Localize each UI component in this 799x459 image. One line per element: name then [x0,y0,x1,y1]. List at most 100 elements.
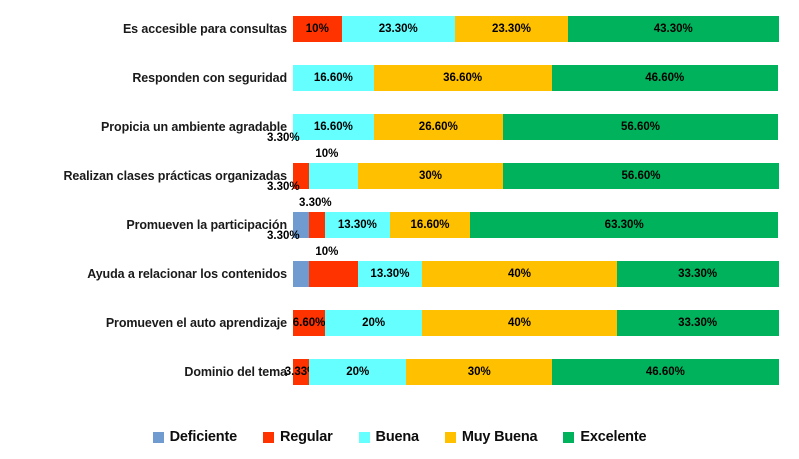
bar-row: Promueven la participación 13.30% 16.60% 63… [0,212,799,238]
bar-segment[interactable]: 10% [293,16,342,42]
legend-swatch-icon [563,431,575,443]
bar-segment[interactable]: 30% [357,163,504,189]
bar-segment[interactable]: 16.60% [389,212,471,238]
bar-segment[interactable]: 16.60% [293,65,374,91]
legend-label: Excelente [580,429,647,445]
bar-segment[interactable] [293,163,310,189]
bar-track: 16.60% 26.60% 56.60% [293,114,779,140]
segment-value-label: 33.30% [678,268,718,280]
segment-callout-label: 3.30% [299,197,332,209]
bar-track: 3.33% 20% 30% 46.60% [285,359,779,385]
segment-value-label: 46.60% [645,366,685,378]
bar-segment[interactable]: 33.30% [616,310,779,336]
segment-value-label: 20% [346,366,370,378]
category-label: Dominio del tema [184,365,287,379]
bar-track: 10% 23.30% 23.30% 43.30% [293,16,779,42]
bar-segment[interactable]: 26.60% [373,114,503,140]
bar-track: 13.30% 16.60% 63.30% [293,212,779,238]
bar-row: Ayuda a relacionar los contenidos 13.30% 4… [0,261,799,287]
chart-legend: Deficiente Regular Buena Muy Buena Excelente [0,422,799,452]
bar-segment[interactable]: 46.60% [552,359,779,385]
bar-segment[interactable]: 16.60% [293,114,374,140]
category-label: Es accesible para consultas [122,22,287,36]
legend-swatch-icon [262,431,274,443]
bar-segment[interactable]: 20% [309,359,407,385]
bar-segment[interactable]: 46.60% [551,65,779,91]
segment-value-label: 20% [362,317,386,329]
bar-segment[interactable]: 63.30% [470,212,778,238]
segment-value-label: 13.30% [370,268,410,280]
segment-value-label: 16.60% [313,72,353,84]
segment-value-label: 30% [419,170,443,182]
bar-segment[interactable] [309,261,358,287]
bar-row: Propicia un ambiente agradable 16.60% 26.6… [0,114,799,140]
bar-segment[interactable] [293,212,310,238]
legend-item-buena[interactable]: Buena [358,429,420,445]
segment-value-label: 13.30% [337,219,377,231]
bar-track: 30% 56.60% [293,163,779,189]
bar-segment[interactable]: 23.30% [341,16,455,42]
legend-label: Regular [279,429,333,445]
legend-label: Deficiente [169,429,238,445]
category-label: Promueven la participación [126,218,287,232]
segment-value-label: 30% [467,366,491,378]
segment-callout-label: 3.30% [267,132,300,144]
bar-segment[interactable] [293,261,310,287]
legend-item-muy-buena[interactable]: Muy Buena [444,429,538,445]
segment-value-label: 16.60% [410,219,450,231]
bar-segment[interactable]: 33.30% [616,261,779,287]
segment-value-label: 16.60% [313,121,353,133]
segment-value-label: 26.60% [418,121,458,133]
legend-item-regular[interactable]: Regular [262,429,333,445]
bar-track: 16.60% 36.60% 46.60% [293,65,779,91]
bar-segment[interactable]: 56.60% [503,163,779,189]
bar-segment[interactable] [309,163,358,189]
bar-row: Es accesible para consultas 10% 23.30% 23.3… [0,16,799,42]
segment-callout-label: 10% [315,148,339,160]
bar-segment[interactable]: 6.60% [293,310,325,336]
bar-segment[interactable]: 13.30% [325,212,390,238]
category-label: Ayuda a relacionar los contenidos [87,267,287,281]
category-label: Responden con seguridad [132,71,287,85]
bar-segment[interactable]: 3.33% [285,359,317,385]
bar-track: 6.60% 20% 40% 33.30% [293,310,779,336]
bar-row: Dominio del tema 3.33% 20% 30% 46.60% [0,359,799,385]
bar-segment[interactable]: 40% [422,310,617,336]
bar-segment[interactable]: 56.60% [502,114,778,140]
segment-value-label: 46.60% [645,72,685,84]
bar-segment[interactable]: 20% [325,310,423,336]
segment-value-label: 40% [507,317,531,329]
legend-swatch-icon [444,431,456,443]
segment-callout-label: 10% [315,246,339,258]
legend-swatch-icon [152,431,164,443]
category-label: Promueven el auto aprendizaje [105,316,287,330]
segment-value-label: 33.30% [678,317,718,329]
legend-item-deficiente[interactable]: Deficiente [152,429,238,445]
legend-label: Muy Buena [461,429,538,445]
legend-swatch-icon [358,431,370,443]
segment-value-label: 23.30% [378,23,418,35]
segment-callout-label: 3.30% [267,230,300,242]
segment-callout-label: 3.30% [267,181,300,193]
bar-segment[interactable]: 13.30% [357,261,423,287]
bar-segment[interactable]: 40% [422,261,617,287]
segment-value-label: 43.30% [653,23,693,35]
segment-value-label: 10% [305,23,329,35]
segment-value-label: 36.60% [443,72,483,84]
category-label: Realizan clases prácticas organizadas [63,169,288,183]
bar-row: Promueven el auto aprendizaje 6.60% 20% 40%… [0,310,799,336]
bar-segment[interactable]: 43.30% [568,16,779,42]
segment-value-label: 23.30% [491,23,531,35]
bar-row: Realizan clases prácticas organizadas 30%… [0,163,799,189]
bar-segment[interactable] [309,212,326,238]
category-label: Propicia un ambiente agradable [101,120,287,134]
bar-track: 13.30% 40% 33.30% [293,261,779,287]
legend-item-excelente[interactable]: Excelente [563,429,647,445]
bar-segment[interactable]: 36.60% [373,65,552,91]
bar-row: Responden con seguridad 16.60% 36.60% 46.60… [0,65,799,91]
bar-segment[interactable]: 30% [406,359,553,385]
bar-segment[interactable]: 23.30% [454,16,569,42]
segment-value-label: 56.60% [621,170,661,182]
legend-label: Buena [375,429,420,445]
